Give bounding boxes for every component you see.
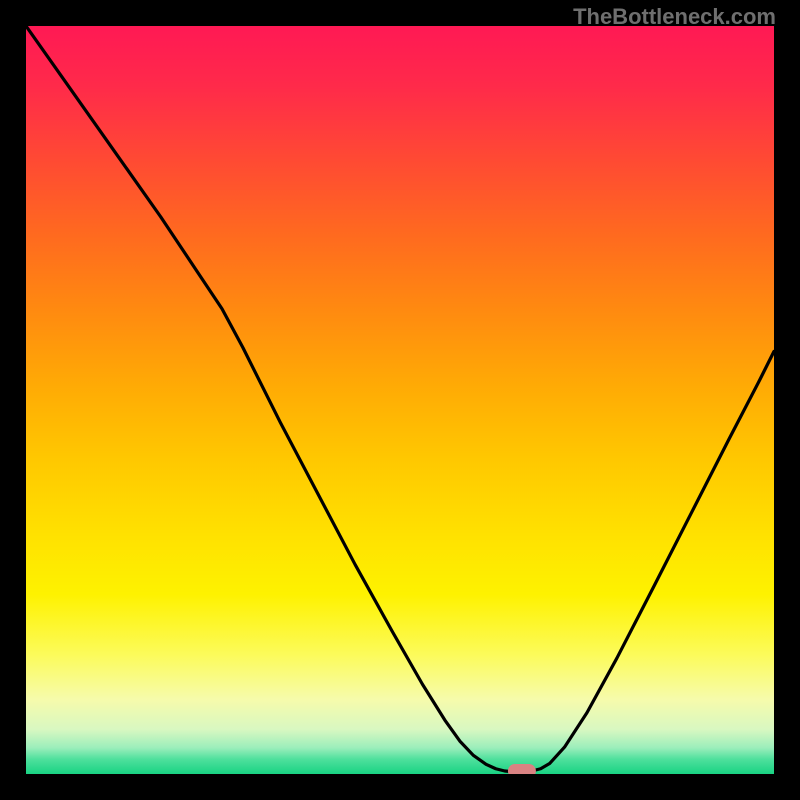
plot-area	[26, 26, 774, 774]
gradient-background	[26, 26, 774, 774]
optimal-marker	[508, 764, 536, 774]
watermark-label: TheBottleneck.com	[573, 4, 776, 30]
chart-svg	[26, 26, 774, 774]
